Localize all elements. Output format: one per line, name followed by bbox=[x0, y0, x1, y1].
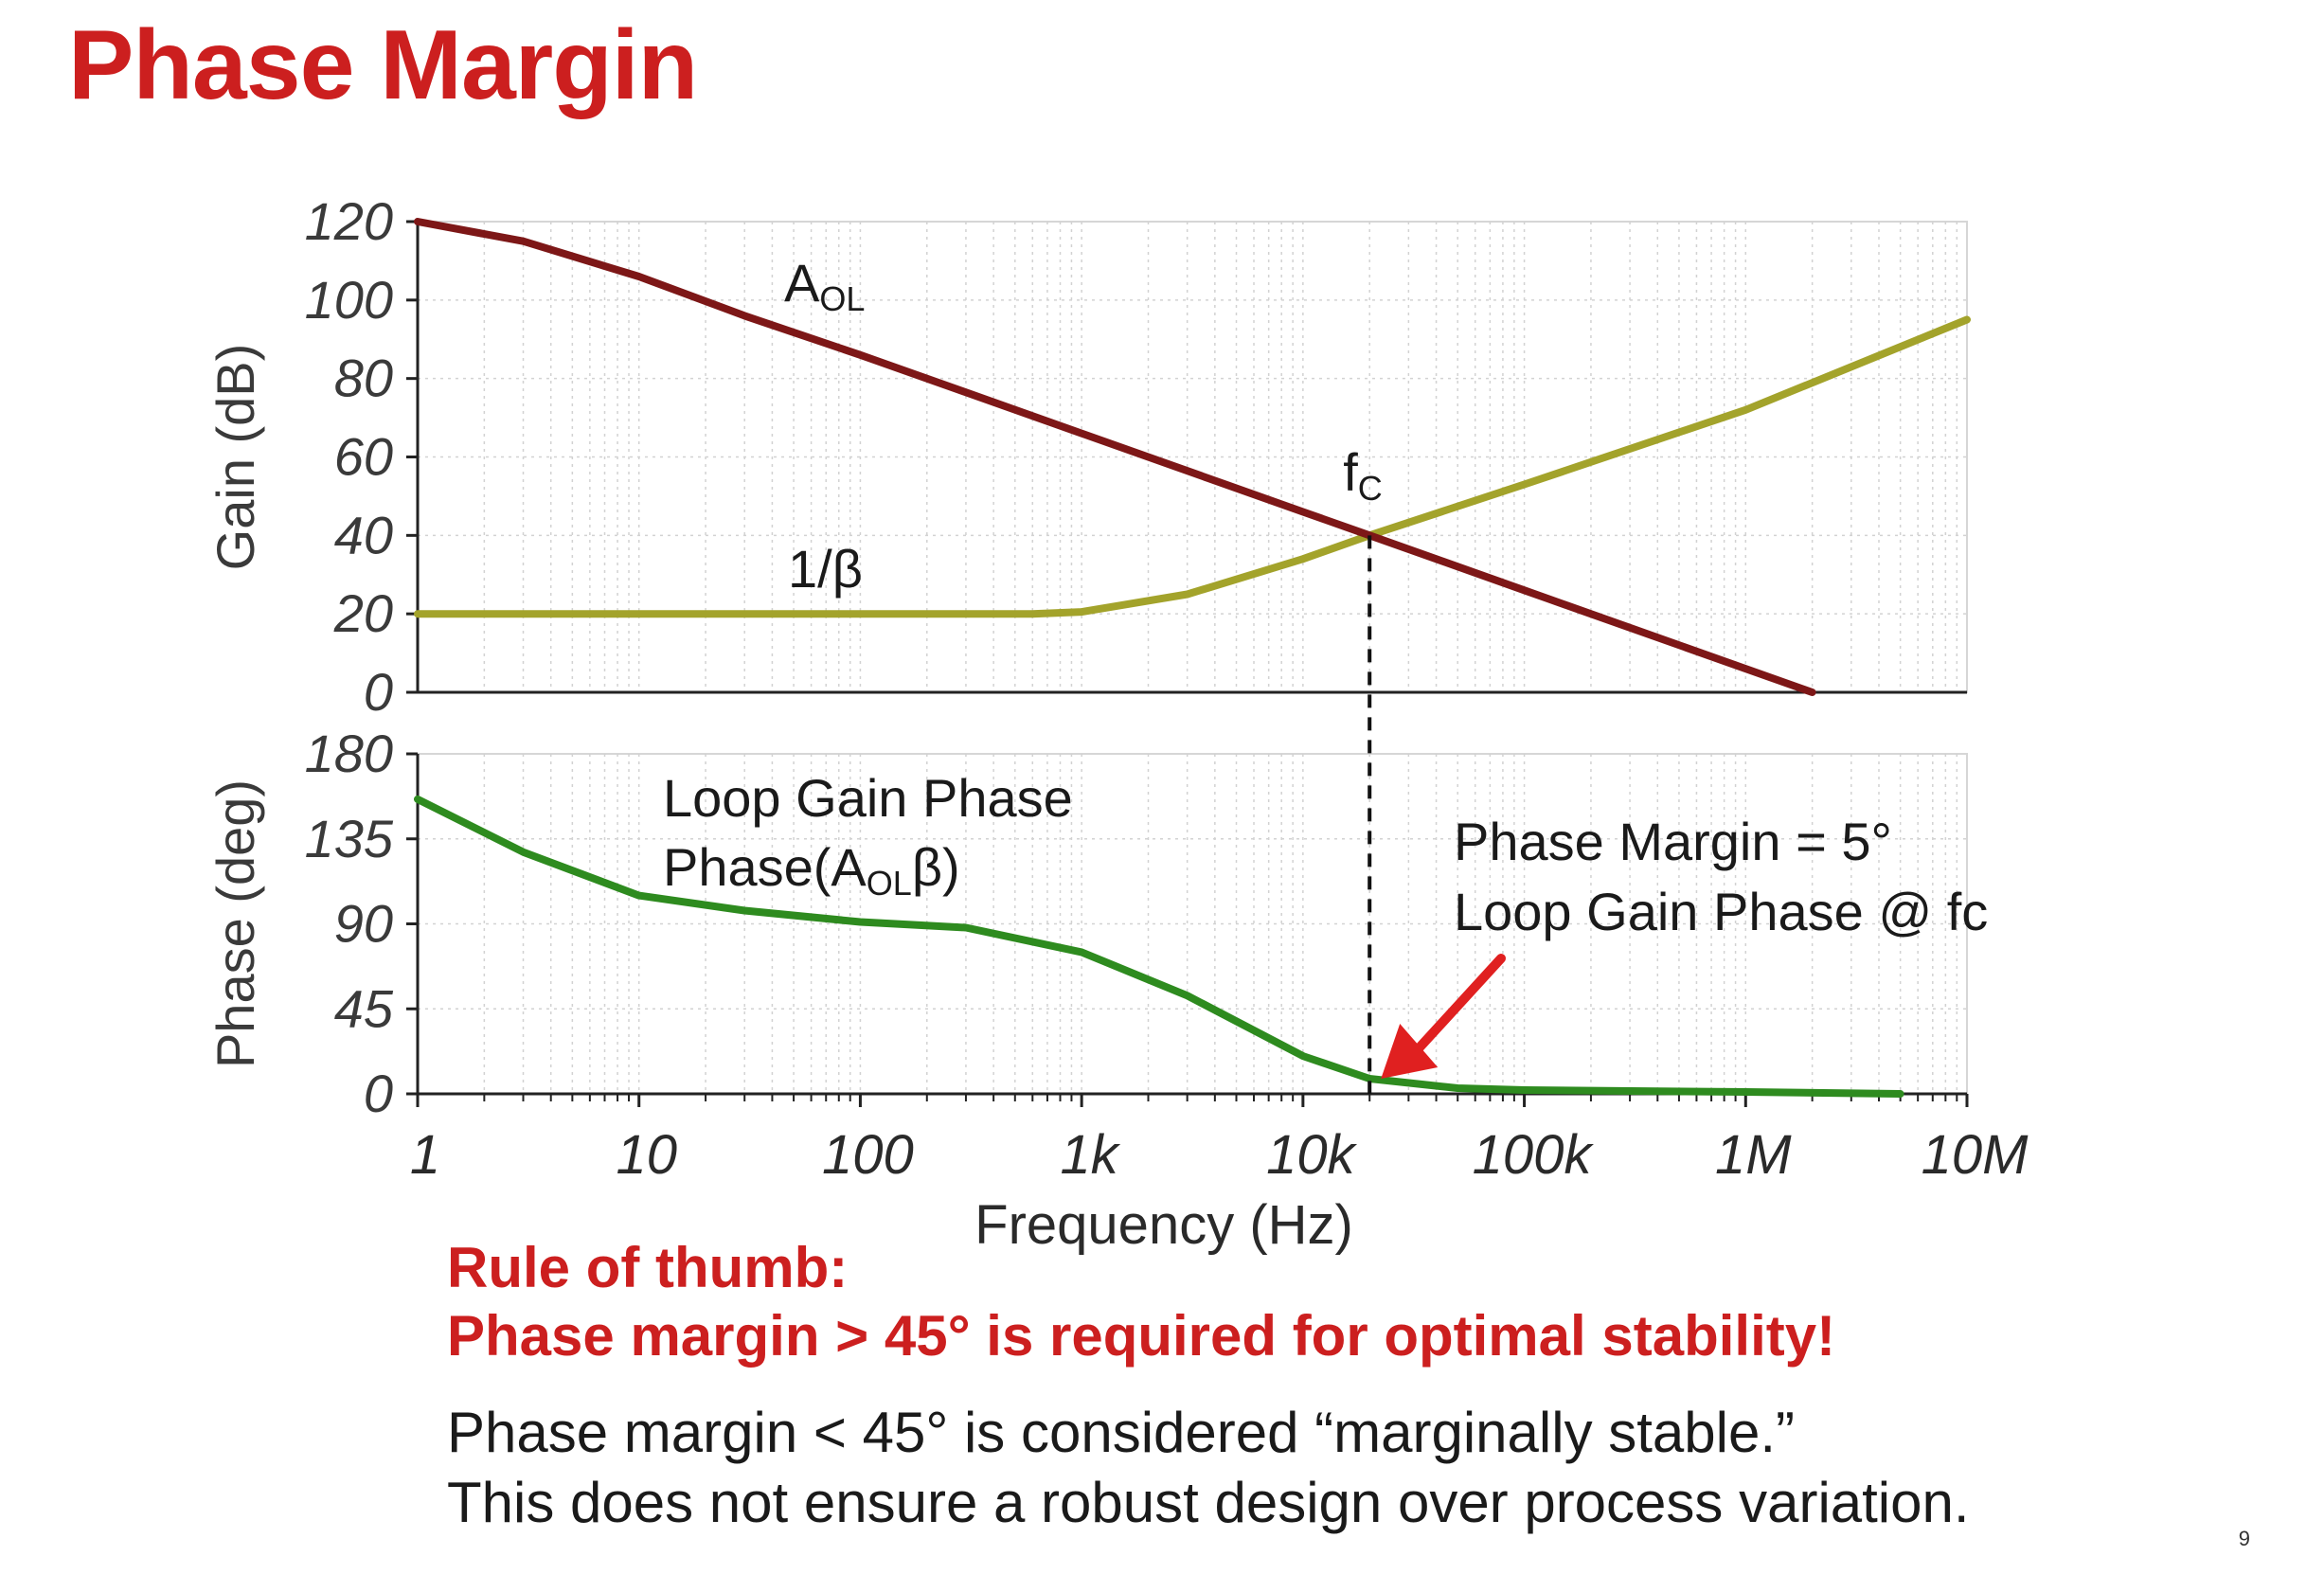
phase-grid bbox=[417, 754, 1967, 1094]
gain-y-tick-label: 0 bbox=[364, 662, 393, 722]
rule-of-thumb-statement: Phase margin > 45° is required for optim… bbox=[447, 1304, 1836, 1368]
gain-y-tick-label: 60 bbox=[334, 427, 393, 487]
gain-y-tick-label: 20 bbox=[333, 583, 393, 643]
gain-grid bbox=[417, 222, 1967, 692]
robustness-note: This does not ensure a robust design ove… bbox=[447, 1471, 1970, 1534]
phase-margin-definition: Loop Gain Phase @ fc bbox=[1454, 882, 1988, 941]
phase-y-axis-label: Phase (deg) bbox=[206, 779, 265, 1068]
phase-y-tick-label: 45 bbox=[334, 978, 394, 1038]
loop-gain-phase-formula-label: Phase(AOLβ) bbox=[663, 837, 960, 903]
slide-title: Phase Margin bbox=[68, 10, 698, 120]
phase-y-tick-label: 90 bbox=[334, 894, 393, 954]
crossover-frequency-label: fC bbox=[1343, 442, 1383, 508]
phase-margin-arrow-shaft bbox=[1412, 954, 1506, 1056]
aol-label: AOL bbox=[784, 253, 865, 318]
gain-y-tick-label: 80 bbox=[334, 349, 393, 408]
rule-of-thumb-heading: Rule of thumb: bbox=[447, 1236, 849, 1299]
gain-y-axis-label: Gain (dB) bbox=[206, 344, 265, 571]
marginal-stability-note: Phase margin < 45° is considered “margin… bbox=[447, 1401, 1796, 1464]
loop-gain-phase-line bbox=[414, 795, 1904, 1098]
x-tick-label: 100 bbox=[822, 1124, 914, 1186]
x-tick-label: 1M bbox=[1715, 1124, 1792, 1186]
loop-gain-phase-label: Loop Gain Phase bbox=[663, 768, 1073, 828]
x-tick-label: 1k bbox=[1061, 1124, 1121, 1186]
x-tick-label: 10 bbox=[616, 1124, 677, 1186]
gain-y-tick-label: 40 bbox=[334, 505, 393, 564]
x-tick-label: 10M bbox=[1922, 1124, 2029, 1186]
x-tick-label: 100k bbox=[1473, 1124, 1595, 1186]
gain-y-tick-label: 100 bbox=[305, 270, 393, 330]
phase-margin-arrow-head bbox=[1381, 1024, 1439, 1080]
x-tick-label: 1 bbox=[410, 1124, 440, 1186]
gain-y-tick-label: 120 bbox=[305, 191, 393, 251]
aol-line bbox=[414, 218, 1816, 696]
one-over-beta-label: 1/β bbox=[788, 539, 863, 599]
phase-y-tick-label: 135 bbox=[305, 809, 394, 868]
phase-y-tick-label: 0 bbox=[364, 1064, 393, 1123]
phase-y-tick-label: 180 bbox=[305, 724, 393, 783]
one-over-beta-line bbox=[414, 315, 1971, 618]
x-axis-label: Frequency (Hz) bbox=[974, 1194, 1353, 1256]
x-tick-label: 10k bbox=[1266, 1124, 1358, 1186]
phase-margin-value: Phase Margin = 5° bbox=[1454, 812, 1892, 871]
page-number: 9 bbox=[2238, 1527, 2250, 1550]
